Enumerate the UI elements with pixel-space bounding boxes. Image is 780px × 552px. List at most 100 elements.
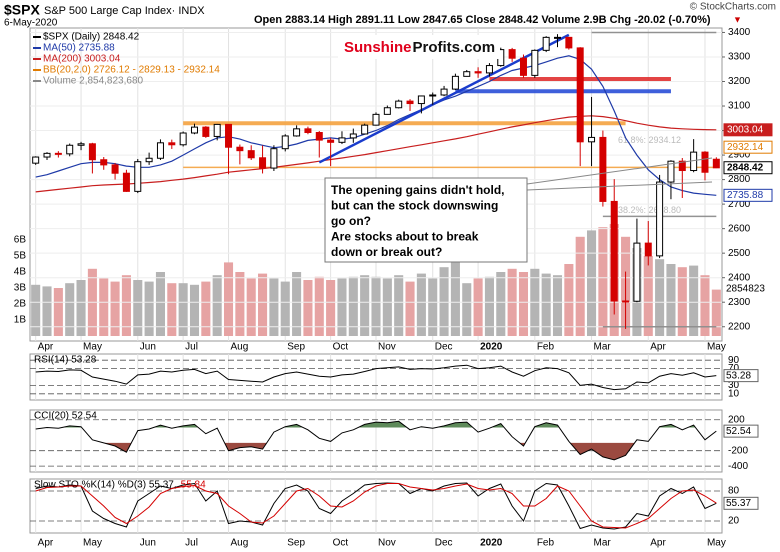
- x-tick-label: 2020: [480, 342, 503, 353]
- price-tag: 2848.42: [727, 162, 764, 173]
- y-tick-label: 2500: [728, 248, 751, 259]
- x-tick-label: Apr: [38, 342, 54, 353]
- volume-bar: [201, 281, 211, 336]
- x-tick-label: Sep: [287, 342, 305, 353]
- candle-body: [712, 158, 720, 169]
- callout: [526, 181, 713, 191]
- price-tag-box: [723, 188, 773, 202]
- legend-label: Volume 2,854,823,680: [43, 76, 144, 87]
- legend-label: CCI(20) 52.54: [34, 411, 97, 422]
- x-tick-label: Jul: [185, 342, 198, 353]
- legend-label: RSI(14) 53.28: [34, 355, 97, 366]
- volume-bar: [235, 272, 245, 336]
- candle-body: [519, 57, 527, 76]
- price-tag-box: [723, 140, 773, 154]
- logo-box: [338, 35, 500, 59]
- annotation-line: but can the stock downswing: [331, 199, 498, 213]
- volume-bar: [496, 272, 506, 336]
- volume-bar: [484, 276, 494, 336]
- x-tick-label: Apr: [650, 342, 666, 353]
- y-tick-label: 80: [728, 486, 740, 497]
- y-tick-label: 3300: [728, 52, 751, 63]
- callout: [526, 157, 713, 185]
- volume-bar: [189, 284, 200, 336]
- volume-bar: [405, 281, 415, 336]
- candle-body: [100, 159, 108, 166]
- candle-body: [542, 36, 550, 51]
- candle-body: [54, 152, 62, 155]
- instrument-name: S&P 500 Large Cap Index· INDX: [44, 5, 205, 17]
- volume-tick-label: 6B: [14, 235, 27, 246]
- candle-body: [88, 143, 96, 161]
- ticker: $SPX: [4, 2, 40, 18]
- annotation-box: [324, 177, 528, 263]
- y-tick-label: 90: [728, 355, 740, 366]
- tag-box: [723, 424, 759, 438]
- candle-body: [43, 152, 51, 158]
- volume-bar: [110, 281, 120, 336]
- x-tick-label: Feb: [537, 538, 555, 549]
- candle-body: [406, 100, 414, 105]
- x-tick-label: Oct: [333, 538, 349, 549]
- volume-bar: [269, 278, 279, 336]
- volume-bar: [700, 275, 710, 336]
- y-tick-label: 3400: [728, 27, 751, 38]
- annotation-line: The opening gains didn't hold,: [331, 183, 505, 197]
- volume-bar: [473, 278, 483, 336]
- volume-bar: [76, 280, 86, 336]
- volume-bar: [223, 262, 234, 336]
- y-tick-label: 3200: [728, 76, 751, 87]
- volume-bar: [326, 280, 336, 336]
- candle-body: [213, 123, 221, 137]
- indicator-tag: 55.37: [726, 498, 751, 509]
- volume-tick-label: 1B: [14, 315, 27, 326]
- indicator-tag: 52.54: [726, 426, 751, 437]
- candle-body: [678, 160, 686, 172]
- volume-bar: [564, 264, 574, 336]
- x-tick-label: Jun: [140, 538, 156, 549]
- candle-body: [667, 160, 675, 183]
- volume-bar: [394, 275, 404, 336]
- candle-body: [349, 133, 357, 139]
- y-tick-label: 200: [728, 414, 745, 425]
- volume-tick-label: 5B: [14, 251, 27, 262]
- legend-label: $SPX (Daily) 2848.42: [43, 32, 140, 43]
- x-tick-label: 2020: [480, 538, 503, 549]
- y-tick-label: 2200: [728, 321, 751, 332]
- volume-bar: [575, 236, 585, 336]
- volume-bar: [439, 267, 449, 336]
- y-tick-label: 10: [728, 388, 740, 399]
- volume-bar: [416, 273, 426, 336]
- indicator-line: [35, 420, 717, 461]
- candle-body: [622, 300, 630, 303]
- y-tick-label: 2700: [728, 199, 751, 210]
- candle-body: [225, 123, 233, 148]
- candle-body: [202, 126, 210, 137]
- x-tick-label: Aug: [231, 342, 249, 353]
- candle-body: [281, 135, 289, 150]
- x-tick-label: May: [707, 342, 726, 353]
- x-tick-label: Nov: [378, 342, 396, 353]
- volume-bar: [337, 278, 347, 336]
- volume-bar: [655, 259, 665, 336]
- volume-bar: [462, 283, 472, 336]
- x-tick-label: Sep: [287, 538, 305, 549]
- volume-bar: [450, 256, 460, 336]
- x-tick-label: Apr: [38, 538, 54, 549]
- fib-label: 61.8%: 2934.12: [618, 135, 681, 145]
- legend-label: Slow STO %K(14) %D(3) 55.37,: [34, 480, 177, 491]
- price-tag-box: [723, 161, 773, 175]
- y-tick-label: 2300: [728, 297, 751, 308]
- volume-bar: [212, 275, 222, 336]
- candle-body: [304, 128, 312, 134]
- candle-body: [156, 142, 164, 159]
- volume-bar: [666, 264, 676, 336]
- volume-bar: [541, 273, 551, 336]
- volume-bar: [65, 283, 75, 336]
- candle-body: [554, 36, 562, 39]
- legend-label: BB(20,2.0) 2726.12 - 2829.13 - 2932.14: [43, 65, 220, 76]
- x-tick-label: Oct: [333, 342, 349, 353]
- candle-body: [270, 148, 278, 169]
- candle-body: [565, 36, 573, 49]
- y-tick-label: 2400: [728, 272, 751, 283]
